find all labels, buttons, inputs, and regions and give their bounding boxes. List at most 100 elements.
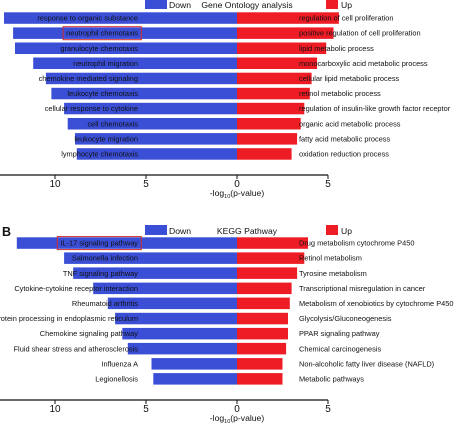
bar-up <box>237 252 305 264</box>
legend-up-label: Up <box>341 0 352 10</box>
category-label-up: lipid metabolic process <box>299 44 374 53</box>
bar-up <box>237 267 298 279</box>
category-label-up: Non-alcoholic fatty liver disease (NAFLD… <box>299 359 434 368</box>
bar-down <box>64 102 237 115</box>
category-label-up: Transcriptional misregulation in cancer <box>299 284 426 293</box>
category-label-down: Salmonella infection <box>72 254 138 263</box>
category-label-down: Fluid shear stress and atherosclerosis <box>14 344 139 353</box>
category-label-up: retinol metabolic process <box>299 89 381 98</box>
category-label-up: regulation of cell proliferation <box>299 14 394 23</box>
category-label-up: regulation of insulin-like growth factor… <box>299 104 451 113</box>
category-label-down: Rheumatoid arthritis <box>72 299 138 308</box>
bar-down <box>115 312 237 325</box>
legend-down-swatch <box>145 0 167 9</box>
category-label-down: chemokine mediated signaling <box>39 74 138 83</box>
bar-down <box>64 252 237 264</box>
bar-up <box>237 373 283 385</box>
category-label-down: leukocyte chemotaxis <box>67 89 138 98</box>
bar-up <box>237 57 318 69</box>
category-label-up: organic acid metabolic process <box>299 119 401 128</box>
legend-down-swatch <box>145 225 167 235</box>
bar-down <box>122 327 237 340</box>
bar-up <box>237 42 327 54</box>
panel-label: B <box>2 225 11 239</box>
category-label-down: Influenza A <box>101 359 138 368</box>
legend-down-label: Down <box>169 0 191 10</box>
bar-down <box>67 118 237 130</box>
category-label-down: IL-17 signaling pathway <box>60 239 138 248</box>
x-tick-label: 5 <box>325 179 331 190</box>
bar-up <box>237 342 287 355</box>
bar-down <box>151 358 237 370</box>
category-label-down: Protein processing in endoplasmic reticu… <box>0 314 138 323</box>
x-tick-label: 5 <box>325 404 331 415</box>
category-label-up: Tyrosine metabolism <box>299 269 367 278</box>
bar-down <box>76 148 237 160</box>
category-label-down: Cytokine-cytokine receptor interaction <box>14 284 138 293</box>
category-label-up: Glycolysis/Gluconeogenesis <box>299 314 392 323</box>
category-label-up: fatty acid metabolic process <box>299 134 390 143</box>
category-label-up: Chemical carcinogenesis <box>299 344 381 353</box>
x-tick-label: 5 <box>143 179 149 190</box>
bar-up <box>237 297 290 310</box>
category-label-down: Legionellosis <box>95 375 138 384</box>
bar-up <box>237 312 288 325</box>
x-tick-label: 10 <box>49 404 61 415</box>
bar-down <box>73 267 237 279</box>
category-label-down: neutrophil chemotaxis <box>66 29 138 38</box>
bar-up <box>237 148 292 160</box>
category-label-up: positive regulation of cell proliferatio… <box>299 29 421 38</box>
category-label-down: neutrophil migration <box>73 59 138 68</box>
legend-down-label: Down <box>169 226 191 236</box>
legend-up-swatch <box>326 225 338 235</box>
bar-down <box>93 282 237 295</box>
bar-down <box>75 133 237 145</box>
bar-up <box>237 358 283 370</box>
x-axis-title: -log10(p-value) <box>210 413 265 423</box>
bar-down <box>127 342 237 355</box>
category-label-down: leukocyte migration <box>74 134 138 143</box>
bar-up <box>237 282 292 295</box>
category-label-up: Retinol metabolism <box>299 254 362 263</box>
chart-title: Gene Ontology analysis <box>201 0 292 10</box>
category-label-down: cell chemotaxis <box>87 119 138 128</box>
highlight-box <box>62 26 142 41</box>
bar-down <box>51 87 238 100</box>
category-label-up: Metabolism of xenobiotics by cytochrome … <box>299 299 453 308</box>
bar-up <box>237 327 288 340</box>
category-label-up: oxidation reduction process <box>299 150 389 159</box>
bar-down <box>107 297 237 310</box>
legend-up-swatch <box>326 0 338 9</box>
bar-down <box>153 373 237 385</box>
bar-down <box>33 57 238 69</box>
category-label-up: Metabolic pathways <box>299 375 364 384</box>
bar-up <box>237 237 308 249</box>
bar-up <box>237 118 301 130</box>
x-tick-label: 0 <box>234 179 240 190</box>
bar-up <box>237 133 298 145</box>
bar-up <box>237 72 312 85</box>
category-label-down: TNF signaling pathway <box>63 269 138 278</box>
category-label-up: cellular lipid metabolic process <box>299 74 400 83</box>
x-tick-label: 0 <box>234 404 240 415</box>
category-label-up: monocarboxylic acid metabolic process <box>299 59 428 68</box>
bar-down <box>4 12 237 24</box>
x-tick-label: 10 <box>49 179 61 190</box>
x-tick-label: 5 <box>143 404 149 415</box>
category-label-down: lymphocyte chemotaxis <box>61 150 138 159</box>
bar-down <box>13 27 237 39</box>
category-label-down: cellular response to cytokine <box>45 104 138 113</box>
category-label-up: Drug metabolism cytochrome P450 <box>299 239 414 248</box>
bar-down <box>45 72 238 85</box>
category-label-up: PPAR signaling pathway <box>299 329 380 338</box>
bar-up <box>237 27 334 39</box>
highlight-box <box>56 236 142 251</box>
bar-down <box>16 237 237 249</box>
bar-up <box>237 12 339 24</box>
legend-up-label: Up <box>341 226 352 236</box>
x-axis-title: -log10(p-value) <box>210 188 265 200</box>
bar-up <box>237 87 310 100</box>
category-label-down: response to organic substance <box>37 14 138 23</box>
category-label-down: Chemokine signaling pathway <box>40 329 138 338</box>
